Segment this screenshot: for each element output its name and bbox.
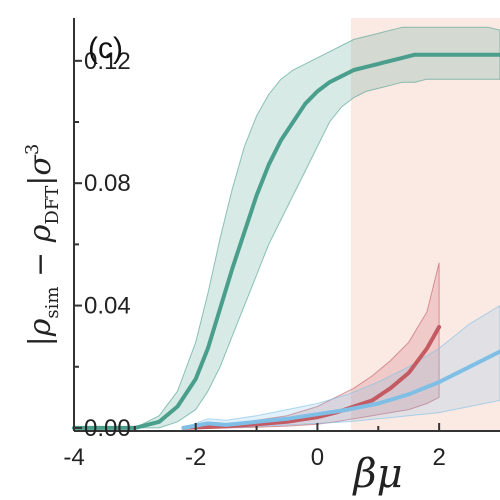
axes xyxy=(73,18,500,432)
y-tick-label: 0.08 xyxy=(84,170,131,197)
x-tick-label: -4 xyxy=(63,444,84,471)
x-axis-label: βμ xyxy=(351,451,402,497)
x-tick-label: 2 xyxy=(432,444,445,471)
y-tick-label: 0.12 xyxy=(84,48,131,75)
y-axis-label: |ρsim − ρDFT|σ3 xyxy=(22,144,63,347)
series-1-band xyxy=(74,26,500,429)
series-3-line xyxy=(181,349,500,430)
series-lines xyxy=(72,52,500,430)
x-tick-label: -2 xyxy=(185,444,206,471)
ticks xyxy=(73,59,441,431)
panel-label: (c) xyxy=(88,32,123,65)
tick-labels: 0.00 0.04 0.08 0.12 -4 -2 0 2 xyxy=(63,48,445,471)
series-1-line xyxy=(72,52,500,430)
series-3-band xyxy=(183,305,500,429)
y-tick-label: 0.04 xyxy=(84,293,131,320)
svg-text:|ρsim − ρDFT|σ3: |ρsim − ρDFT|σ3 xyxy=(22,144,63,347)
x-tick-label: 0 xyxy=(311,444,324,471)
y-tick-label: 0.00 xyxy=(84,415,131,442)
